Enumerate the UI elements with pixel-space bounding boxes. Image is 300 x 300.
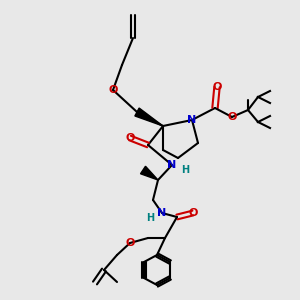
Text: N: N: [188, 115, 196, 125]
Text: O: O: [125, 133, 135, 143]
Text: O: O: [188, 208, 198, 218]
Text: O: O: [212, 82, 222, 92]
Text: O: O: [125, 238, 135, 248]
Text: O: O: [108, 85, 118, 95]
Text: H: H: [181, 165, 189, 175]
Polygon shape: [140, 166, 158, 180]
Text: N: N: [158, 208, 166, 218]
Text: O: O: [227, 112, 237, 122]
Polygon shape: [135, 108, 163, 126]
Text: H: H: [146, 213, 154, 223]
Text: N: N: [167, 160, 177, 170]
